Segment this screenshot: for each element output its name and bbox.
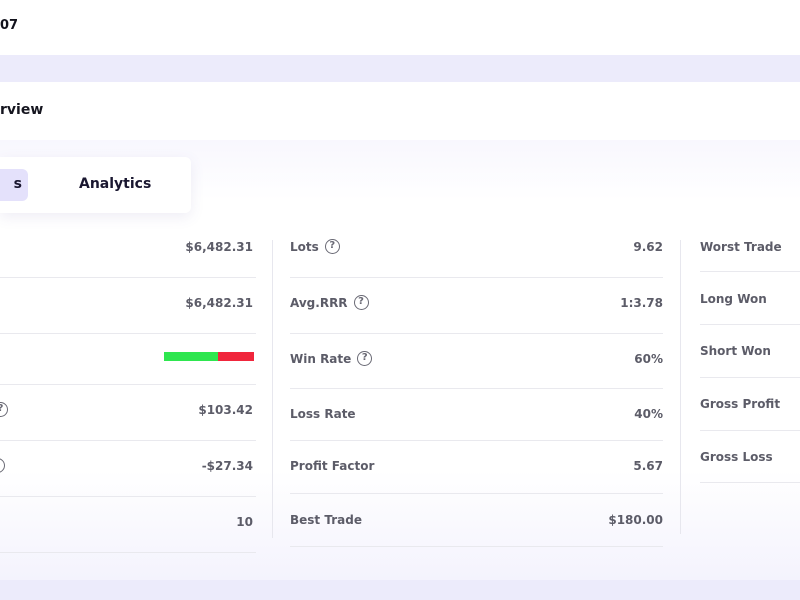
- stat-label-text: Profit Factor: [290, 459, 375, 473]
- stat-label: Worst Trade: [700, 240, 782, 254]
- stat-label: Win Rate ?: [290, 351, 373, 366]
- stat-value: 60%: [634, 352, 663, 366]
- stat-label-text: Win Rate: [290, 351, 352, 366]
- stat-row: Short Won: [700, 325, 800, 378]
- top-band: [0, 55, 800, 82]
- stat-label: Loss Rate: [290, 407, 356, 421]
- help-icon[interactable]: ?: [324, 239, 340, 254]
- stat-label-text: Best Trade: [290, 513, 362, 527]
- help-icon[interactable]: ?: [0, 402, 8, 417]
- stat-row: Gross Profit: [700, 378, 800, 431]
- stat-value: 9.62: [633, 240, 663, 254]
- stat-label: Long Won: [700, 292, 767, 306]
- tab-analytics[interactable]: Analytics: [79, 176, 152, 192]
- stat-value: -$27.34: [201, 459, 253, 473]
- stat-value: 10: [236, 515, 253, 529]
- column-divider: [680, 240, 681, 534]
- stat-label: Profit Factor: [290, 459, 374, 473]
- stat-value: 5.67: [633, 459, 663, 473]
- stat-row: Profit Factor 5.67: [290, 441, 663, 494]
- loss-segment: [218, 352, 254, 361]
- stat-row: ? $103.42: [0, 385, 256, 441]
- tab-statistics[interactable]: s: [0, 169, 28, 201]
- stat-row: Lots ? 9.62: [290, 222, 663, 278]
- top-bar: 07: [0, 0, 800, 55]
- stat-row: Win Rate ? 60%: [290, 334, 663, 389]
- column-divider: [272, 240, 273, 538]
- stat-row: $6,482.31: [0, 278, 256, 334]
- stat-label-text: Lots: [290, 239, 319, 254]
- bottom-band: [0, 580, 800, 600]
- stat-label-text: Avg.RRR: [290, 295, 348, 310]
- stat-label: Gross Profit: [700, 397, 781, 411]
- help-icon[interactable]: ?: [0, 458, 5, 473]
- stats-column-1: $6,482.31 $6,482.31 ? $103.42 ? -$27.34 …: [0, 222, 256, 554]
- stat-value: $103.42: [198, 403, 253, 417]
- stat-row: Worst Trade: [700, 222, 800, 272]
- stat-value: 40%: [634, 407, 663, 421]
- stat-row: $6,482.31: [0, 222, 256, 278]
- stat-row: 10: [0, 497, 256, 553]
- stat-label: Best Trade: [290, 513, 362, 527]
- win-segment: [164, 352, 218, 361]
- stats-column-3: Worst Trade Long Won Short Won Gross Pro…: [700, 222, 800, 483]
- stat-row: ? -$27.34: [0, 441, 256, 497]
- tab-statistics-label: s: [13, 176, 22, 192]
- content-area: [0, 140, 800, 580]
- stat-row: Best Trade $180.00: [290, 494, 663, 547]
- stat-value: 1:3.78: [620, 296, 663, 310]
- help-icon[interactable]: ?: [357, 351, 373, 366]
- overview-header: rview: [0, 82, 800, 140]
- stat-label: Avg.RRR ?: [290, 295, 369, 310]
- overview-title: rview: [0, 102, 44, 118]
- stat-label: Short Won: [700, 344, 771, 358]
- stat-label-text: Loss Rate: [290, 407, 356, 421]
- stats-column-2: Lots ? 9.62 Avg.RRR ? 1:3.78 Win Rate ? …: [290, 222, 663, 547]
- stat-row: Loss Rate 40%: [290, 389, 663, 441]
- win-loss-bar: [164, 352, 254, 361]
- stat-row: Avg.RRR ? 1:3.78: [290, 278, 663, 334]
- stat-row: Long Won: [700, 272, 800, 325]
- tabs-card: s Analytics: [0, 157, 191, 213]
- account-id: 07: [0, 18, 19, 33]
- help-icon[interactable]: ?: [353, 295, 369, 310]
- stat-value: $180.00: [608, 513, 663, 527]
- stat-row: [0, 334, 256, 385]
- stat-value: $6,482.31: [185, 296, 253, 310]
- stat-value: $6,482.31: [185, 240, 253, 254]
- stat-row: Gross Loss: [700, 431, 800, 483]
- stat-label: Lots ?: [290, 239, 340, 254]
- stat-label: Gross Loss: [700, 450, 773, 464]
